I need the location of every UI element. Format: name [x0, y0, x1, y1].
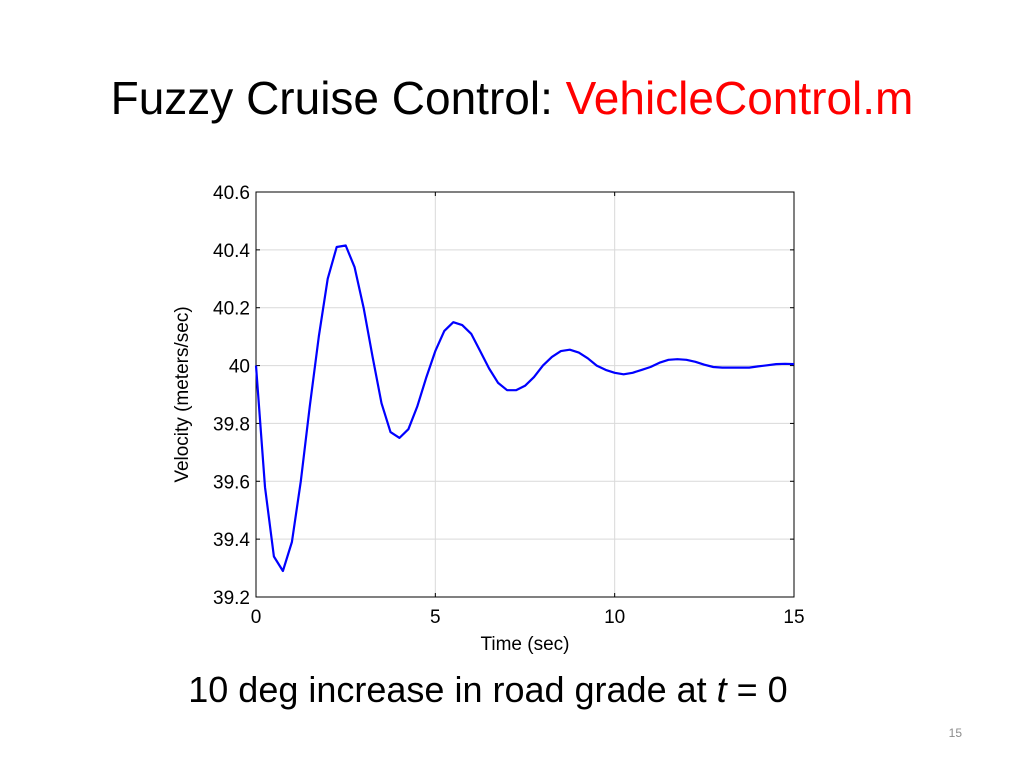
series-layer [254, 244, 795, 573]
x-tick-label: 15 [783, 607, 804, 628]
slide-number: 15 [948, 726, 962, 740]
y-tick-label: 39.6 [213, 472, 250, 493]
y-tick-label: 39.8 [213, 414, 250, 435]
tick-layer [255, 191, 795, 598]
velocity-series-line [254, 244, 795, 573]
y-tick-label: 40 [229, 357, 250, 378]
y-axis-label: Velocity (meters/sec) [172, 306, 193, 482]
x-tick-label: 5 [430, 607, 441, 628]
title-main: Fuzzy Cruise Control: [110, 72, 566, 124]
y-tick-label: 39.4 [213, 530, 250, 551]
caption-prefix: 10 deg increase in road grade at [188, 669, 717, 710]
grid-layer [256, 192, 794, 597]
slide-caption: 10 deg increase in road grade at t = 0 [0, 666, 976, 714]
x-axis-label: Time (sec) [480, 634, 569, 655]
plot-frame [255, 191, 795, 598]
label-layer: 0 5 10 15 39.2 39.4 39.6 39.8 40 40.2 40.4 40.6 Time… [172, 183, 805, 655]
slide-title: Fuzzy Cruise Control: VehicleControl.m [0, 68, 1024, 128]
title-accent: VehicleControl.m [565, 72, 914, 124]
caption-suffix: = 0 [726, 669, 788, 710]
x-tick-label: 0 [251, 607, 262, 628]
y-tick-label: 40.6 [213, 183, 250, 204]
y-tick-label: 39.2 [213, 588, 250, 609]
y-tick-label: 40.2 [213, 299, 250, 320]
caption-variable: t [716, 669, 727, 710]
y-tick-label: 40.4 [213, 241, 250, 262]
x-tick-label: 10 [604, 607, 625, 628]
